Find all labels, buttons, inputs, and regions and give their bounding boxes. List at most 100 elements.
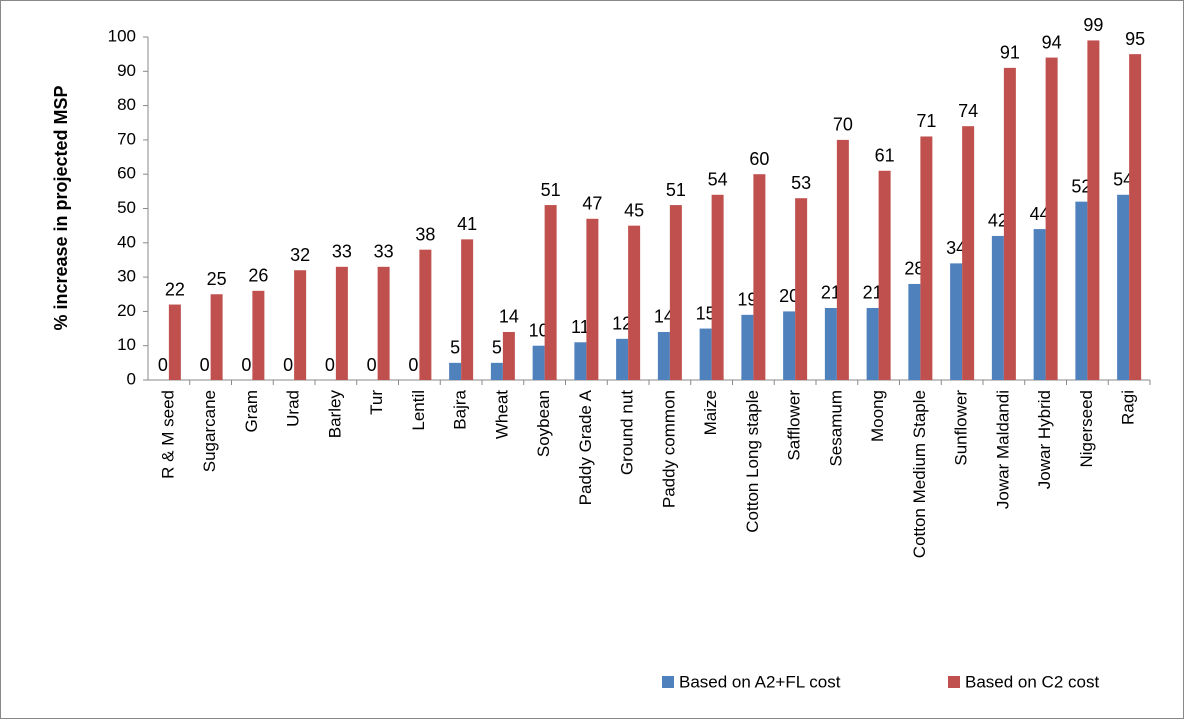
bar <box>544 205 557 380</box>
data-label: 99 <box>1083 15 1103 35</box>
data-label: 51 <box>666 180 686 200</box>
data-label: 10 <box>529 320 549 340</box>
data-label: 25 <box>207 269 227 289</box>
data-label: 95 <box>1125 29 1145 49</box>
bar <box>741 314 754 380</box>
legend-swatch <box>662 676 674 688</box>
data-label: 33 <box>332 242 352 262</box>
legend-label: Based on C2 cost <box>965 672 1099 691</box>
data-label: 74 <box>958 101 978 121</box>
legend-label: Based on A2+FL cost <box>679 672 841 691</box>
data-label: 0 <box>158 355 168 375</box>
y-tick-label: 100 <box>108 26 136 45</box>
data-label: 15 <box>696 303 716 323</box>
data-label: 22 <box>165 279 185 299</box>
bar <box>1087 40 1100 381</box>
bar <box>1129 54 1142 381</box>
x-tick-label: Bajra <box>451 389 470 429</box>
data-label: 0 <box>367 355 377 375</box>
bar <box>574 342 587 380</box>
x-tick-label: Sugarcane <box>200 390 219 472</box>
data-label: 38 <box>415 224 435 244</box>
x-tick-label: Moong <box>868 390 887 442</box>
bar <box>419 249 432 380</box>
data-label: 53 <box>791 173 811 193</box>
data-label: 20 <box>779 286 799 306</box>
bar <box>616 338 629 380</box>
bar <box>1003 67 1016 381</box>
data-label: 44 <box>1030 204 1050 224</box>
data-label: 5 <box>450 338 460 358</box>
x-tick-label: Jowar Hybrid <box>1035 390 1054 489</box>
y-tick-label: 60 <box>117 164 136 183</box>
bar <box>991 235 1004 380</box>
bar <box>502 331 515 380</box>
y-tick-label: 30 <box>117 267 136 286</box>
data-label: 28 <box>904 259 924 279</box>
bar <box>908 283 921 380</box>
data-label: 14 <box>499 307 519 327</box>
bar <box>168 304 181 380</box>
data-label: 42 <box>988 211 1008 231</box>
y-tick-label: 40 <box>117 232 136 251</box>
bar <box>699 328 712 380</box>
data-label: 94 <box>1042 32 1062 52</box>
data-label: 54 <box>1113 170 1133 190</box>
bar <box>1033 229 1046 380</box>
data-label: 0 <box>325 355 335 375</box>
bar <box>753 174 766 380</box>
x-tick-label: Paddy Grade A <box>576 389 595 505</box>
data-label: 70 <box>833 115 853 135</box>
data-label: 51 <box>541 180 561 200</box>
y-tick-label: 10 <box>117 335 136 354</box>
data-label: 52 <box>1071 176 1091 196</box>
y-tick-label: 80 <box>117 95 136 114</box>
x-tick-label: Cotton Medium Staple <box>910 390 929 558</box>
x-tick-label: Ground nut <box>618 390 637 475</box>
data-label: 32 <box>290 245 310 265</box>
bar <box>294 270 307 380</box>
data-label: 5 <box>492 338 502 358</box>
x-tick-label: Cotton Long staple <box>743 390 762 533</box>
data-label: 12 <box>612 314 632 334</box>
bar <box>783 311 796 380</box>
bar <box>377 266 390 380</box>
data-label: 41 <box>457 214 477 234</box>
data-label: 26 <box>248 266 268 286</box>
bar <box>586 218 599 380</box>
x-tick-label: Sesamum <box>826 390 845 467</box>
y-tick-label: 50 <box>117 198 136 217</box>
x-tick-label: Ragi <box>1119 390 1138 425</box>
data-label: 61 <box>875 146 895 166</box>
data-label: 0 <box>200 355 210 375</box>
data-label: 21 <box>863 283 883 303</box>
x-tick-label: R & M seed <box>158 390 177 479</box>
bar <box>628 225 641 380</box>
y-tick-label: 70 <box>117 129 136 148</box>
bar <box>950 263 963 380</box>
bar <box>711 194 724 380</box>
data-label: 45 <box>624 200 644 220</box>
bar <box>461 239 474 380</box>
data-label: 54 <box>708 170 728 190</box>
data-label: 60 <box>749 149 769 169</box>
data-label: 14 <box>654 307 674 327</box>
data-label: 0 <box>283 355 293 375</box>
x-tick-label: Wheat <box>492 390 511 439</box>
data-label: 47 <box>582 194 602 214</box>
x-tick-label: Nigerseed <box>1077 390 1096 468</box>
y-tick-label: 0 <box>127 369 136 388</box>
bar <box>878 170 891 380</box>
bar <box>1075 201 1088 380</box>
legend-swatch <box>948 676 960 688</box>
data-label: 71 <box>916 111 936 131</box>
x-tick-label: Jowar Maldandi <box>993 390 1012 509</box>
bar <box>1117 194 1130 380</box>
bar <box>335 266 348 380</box>
bar <box>252 290 265 380</box>
x-tick-label: Gram <box>242 390 261 433</box>
x-tick-label: Barley <box>325 390 344 439</box>
x-tick-label: Soybean <box>534 390 553 457</box>
data-label: 0 <box>408 355 418 375</box>
